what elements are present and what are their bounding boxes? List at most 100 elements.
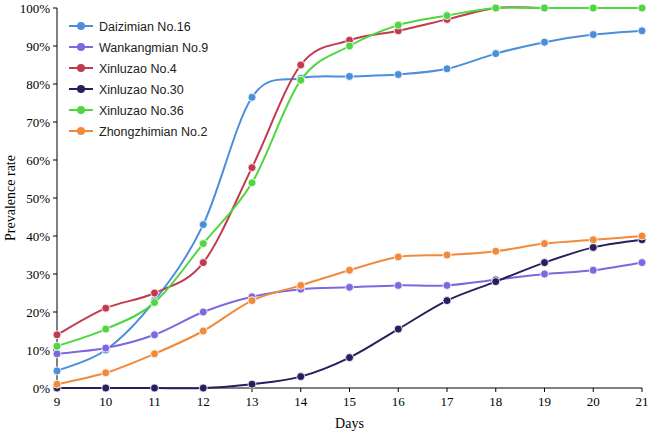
series-marker <box>541 240 549 248</box>
x-tick-label: 21 <box>636 394 649 409</box>
series <box>53 236 646 392</box>
x-tick <box>544 388 545 392</box>
series-marker <box>297 61 305 69</box>
series-marker <box>346 72 354 80</box>
series-marker <box>151 384 159 392</box>
y-tick-label: 70% <box>26 115 50 130</box>
series-marker <box>346 42 354 50</box>
series-marker <box>297 76 305 84</box>
x-tick-label: 17 <box>441 394 455 409</box>
x-tick <box>349 388 350 392</box>
x-tick <box>593 388 594 392</box>
series-marker <box>297 281 305 289</box>
x-tick <box>642 388 643 392</box>
series-marker <box>297 373 305 381</box>
x-tick-label: 20 <box>587 394 600 409</box>
series-marker <box>199 240 207 248</box>
x-tick-label: 11 <box>148 394 161 409</box>
series-marker <box>102 304 110 312</box>
y-axis-label: Prevalence rate <box>3 155 18 241</box>
series-marker <box>394 325 402 333</box>
series-marker <box>248 297 256 305</box>
series-marker <box>346 354 354 362</box>
legend-label: Xinluzao No.30 <box>99 83 184 97</box>
series-marker <box>102 325 110 333</box>
series-marker <box>248 93 256 101</box>
series-marker <box>638 4 646 12</box>
x-tick <box>300 388 301 392</box>
y-tick-label: 100% <box>20 1 51 16</box>
x-tick-label: 14 <box>294 394 308 409</box>
x-tick-label: 12 <box>197 394 210 409</box>
x-tick-label: 10 <box>99 394 112 409</box>
series-marker <box>541 259 549 267</box>
y-tick-label: 10% <box>26 343 50 358</box>
x-tick <box>447 388 448 392</box>
series-marker <box>638 232 646 240</box>
series-line <box>57 240 642 388</box>
series-marker <box>589 236 597 244</box>
series-marker <box>53 367 61 375</box>
y-tick-label: 50% <box>26 191 50 206</box>
x-axis-label: Days <box>335 416 364 431</box>
y-tick <box>53 236 57 237</box>
legend-marker <box>77 106 85 114</box>
series-marker <box>492 4 500 12</box>
series-line <box>57 7 642 346</box>
series-marker <box>492 278 500 286</box>
x-tick <box>495 388 496 392</box>
series-line <box>57 236 642 384</box>
x-tick-label: 18 <box>489 394 502 409</box>
series-marker <box>541 4 549 12</box>
series-marker <box>492 247 500 255</box>
series-marker <box>53 350 61 358</box>
series-marker <box>346 283 354 291</box>
x-tick-label: 9 <box>54 394 61 409</box>
series-marker <box>102 344 110 352</box>
y-tick-label: 40% <box>26 229 50 244</box>
legend-marker <box>77 43 85 51</box>
series-marker <box>199 221 207 229</box>
series-marker <box>589 31 597 39</box>
series-marker <box>102 369 110 377</box>
series-marker <box>102 384 110 392</box>
legend-label: Zhongzhimian No.2 <box>99 125 207 139</box>
series-marker <box>589 243 597 251</box>
series-marker <box>589 4 597 12</box>
series-line <box>57 31 642 371</box>
x-tick-label: 15 <box>343 394 356 409</box>
chart: 0%10%20%30%40%50%60%70%80%90%100%9101112… <box>0 0 660 436</box>
y-tick <box>53 84 57 85</box>
legend-marker <box>77 127 85 135</box>
series-marker <box>541 4 549 12</box>
series-marker <box>53 342 61 350</box>
series-marker <box>541 38 549 46</box>
series-marker <box>443 297 451 305</box>
series-marker <box>53 331 61 339</box>
series-marker <box>248 164 256 172</box>
x-tick <box>398 388 399 392</box>
series <box>53 232 646 388</box>
y-tick <box>53 198 57 199</box>
y-tick <box>53 274 57 275</box>
series-marker <box>638 4 646 12</box>
axes: 0%10%20%30%40%50%60%70%80%90%100%9101112… <box>20 1 649 410</box>
series-marker <box>248 179 256 187</box>
legend-label: Daizimian No.16 <box>99 20 191 34</box>
legend: Daizimian No.16 Wankangmian No.9 Xinluzao … <box>63 12 213 150</box>
series-marker <box>443 65 451 73</box>
series-marker <box>199 308 207 316</box>
series-line <box>57 7 642 335</box>
x-tick-label: 19 <box>538 394 551 409</box>
y-tick-label: 20% <box>26 305 50 320</box>
series <box>53 259 646 358</box>
series-marker <box>394 71 402 79</box>
legend-label: Wankangmian No.9 <box>99 41 208 55</box>
legend-marker <box>77 64 85 72</box>
y-tick <box>53 122 57 123</box>
series-marker <box>53 380 61 388</box>
series <box>53 4 646 339</box>
legend-marker <box>77 85 85 93</box>
series-marker <box>248 380 256 388</box>
legend-marker <box>77 22 85 30</box>
